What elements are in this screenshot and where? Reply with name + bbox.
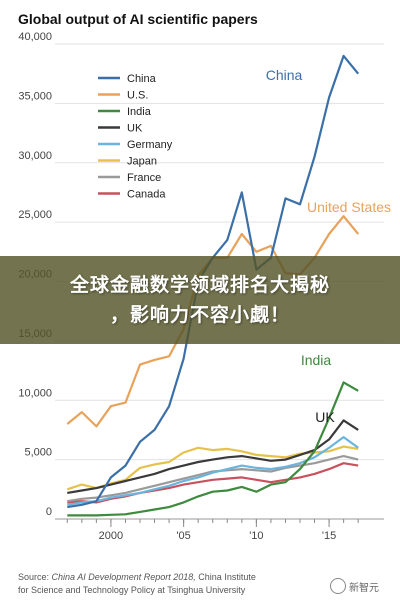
series-lines (66, 54, 360, 517)
x-tick-label: 2000 (99, 530, 123, 542)
overlay-banner: 全球金融数学领域排名大揭秘 ，影响力不容小觑！ (0, 256, 400, 344)
x-tick-label: '10 (249, 530, 263, 542)
x-tick-label: '15 (322, 530, 336, 542)
watermark: 新智元 (330, 578, 379, 594)
series-end-label: China (266, 67, 303, 83)
y-tick-label: 10,000 (18, 387, 52, 399)
legend-label: Germany (127, 139, 173, 151)
series-line-india (67, 381, 359, 517)
banner-line-1: 全球金融数学领域排名大揭秘 (69, 274, 330, 296)
y-tick-label: 0 (46, 506, 52, 518)
x-tick-label: '05 (176, 530, 190, 542)
series-end-label: UK (315, 409, 335, 425)
legend-label: Japan (127, 156, 157, 168)
source-suffix: China Institute (196, 572, 256, 582)
y-tick-label: 25,000 (18, 209, 52, 221)
series-line-canada (67, 462, 359, 504)
banner-line-2: ，影响力不容小觑！ (109, 304, 290, 326)
series-line-france (67, 455, 359, 503)
y-tick-label: 5,000 (24, 447, 52, 459)
y-tick-label: 30,000 (18, 150, 52, 162)
series-end-labels: China United States India UK (266, 67, 391, 425)
series-line-uk (67, 419, 359, 494)
legend-label: China (127, 73, 157, 85)
legend-label: India (127, 106, 152, 118)
legend-label: UK (127, 123, 143, 135)
legend-label: U.S. (127, 90, 148, 102)
y-tick-label: 40,000 (18, 31, 52, 43)
chart-title: Global output of AI scientific papers (18, 11, 258, 27)
x-axis-ticks: 2000 '05 '10 '15 (66, 519, 359, 542)
source-line-1: Source: China AI Development Report 2018… (18, 572, 256, 582)
source-line-2: for Science and Technology Policy at Tsi… (18, 585, 246, 595)
wechat-icon (330, 578, 346, 594)
legend-label: France (127, 172, 161, 184)
series-end-label: United States (307, 199, 391, 215)
watermark-text: 新智元 (349, 582, 379, 594)
series-line-germany (67, 436, 359, 506)
series-line-japan (66, 445, 359, 491)
source-prefix: Source: (18, 572, 52, 582)
legend: China U.S. India UK Germany Japan France Canada (98, 73, 173, 201)
series-end-label: India (301, 352, 332, 368)
y-tick-label: 35,000 (18, 90, 52, 102)
legend-label: Canada (127, 189, 166, 201)
source-italic: China AI Development Report 2018, (52, 572, 196, 582)
